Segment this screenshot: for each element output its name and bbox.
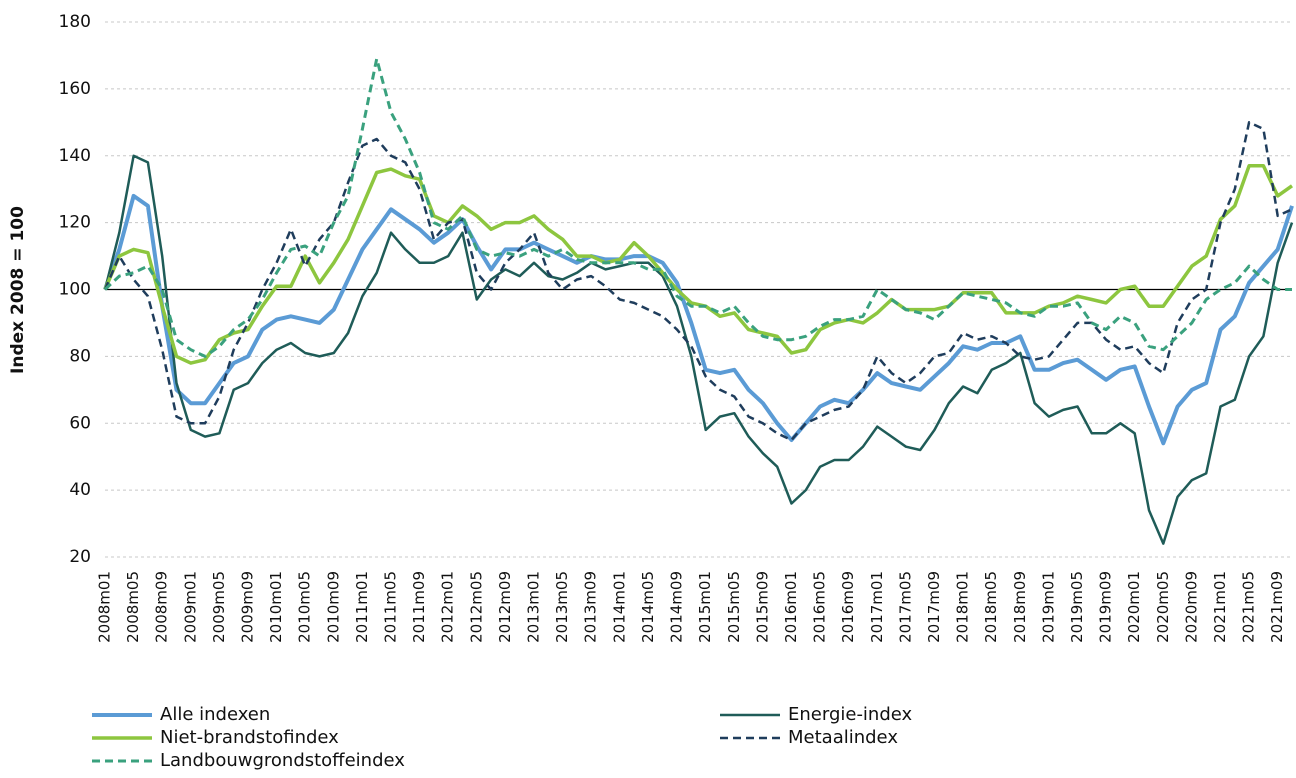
x-tick-label: 2009m01 (181, 571, 199, 643)
x-tick-label: 2011m09 (410, 571, 428, 643)
x-tick-label: 2010m01 (267, 571, 285, 643)
x-tick-label: 2014m01 (610, 571, 628, 643)
x-tick-label: 2018m09 (1011, 571, 1029, 643)
legend-label: Metaalindex (788, 727, 898, 748)
x-tick-label: 2021m05 (1240, 571, 1258, 643)
y-axis-label: Index 2008 = 100 (8, 206, 28, 374)
x-tick-label: 2018m05 (982, 571, 1000, 643)
series-line (103, 57, 1292, 358)
series-line (103, 164, 1294, 365)
y-tick-label: 100 (59, 280, 91, 300)
y-tick-label: 80 (69, 346, 91, 366)
series-line (103, 154, 1294, 545)
x-tick-label: 2020m05 (1154, 571, 1172, 643)
x-tick-label: 2014m09 (668, 571, 686, 643)
legend-label: Landbouwgrondstoffeindex (160, 750, 405, 771)
series-line (103, 121, 1293, 442)
x-tick-label: 2012m09 (496, 571, 514, 643)
x-tick-label: 2021m09 (1268, 571, 1286, 643)
x-tick-label: 2013m01 (525, 571, 543, 643)
x-tick-label: 2013m09 (582, 571, 600, 643)
x-tick-label: 2014m05 (639, 571, 657, 643)
x-tick-label: 2009m05 (210, 571, 228, 643)
x-tick-label: 2008m09 (153, 571, 171, 643)
x-tick-label: 2013m05 (553, 571, 571, 643)
x-tick-label: 2017m09 (925, 571, 943, 643)
x-tick-label: 2015m01 (696, 571, 714, 643)
x-tick-label: 2018m01 (954, 571, 972, 643)
x-tick-label: 2019m01 (1039, 571, 1057, 643)
x-tick-label: 2021m01 (1211, 571, 1229, 643)
x-tick-label: 2015m05 (725, 571, 743, 643)
x-tick-label: 2012m05 (467, 571, 485, 643)
x-tick-label: 2011m05 (382, 571, 400, 643)
y-tick-label: 20 (69, 547, 91, 567)
x-tick-label: 2010m09 (324, 571, 342, 643)
y-tick-label: 120 (59, 213, 91, 233)
x-tick-label: 2019m05 (1068, 571, 1086, 643)
legend-label: Energie-index (788, 704, 913, 725)
x-tick-label: 2020m09 (1182, 571, 1200, 643)
y-tick-label: 180 (59, 12, 91, 32)
x-tick-label: 2011m01 (353, 571, 371, 643)
x-tick-label: 2008m01 (96, 571, 114, 643)
x-tick-label: 2017m01 (868, 571, 886, 643)
y-tick-label: 140 (59, 146, 91, 166)
x-tick-label: 2019m09 (1097, 571, 1115, 643)
x-tick-label: 2016m09 (839, 571, 857, 643)
x-tick-label: 2020m01 (1125, 571, 1143, 643)
x-tick-label: 2012m01 (439, 571, 457, 643)
x-tick-label: 2015m09 (753, 571, 771, 643)
x-tick-label: 2016m05 (811, 571, 829, 643)
y-tick-label: 40 (69, 480, 91, 500)
x-tick-label: 2008m05 (124, 571, 142, 643)
y-tick-label: 60 (69, 413, 91, 433)
x-tick-label: 2010m05 (296, 571, 314, 643)
x-tick-label: 2016m01 (782, 571, 800, 643)
x-tick-label: 2017m05 (896, 571, 914, 643)
legend-label: Niet-brandstofindex (160, 727, 339, 748)
y-tick-label: 160 (59, 79, 91, 99)
legend-label: Alle indexen (160, 704, 270, 725)
series-line (103, 193, 1294, 446)
x-tick-label: 2009m09 (239, 571, 257, 643)
